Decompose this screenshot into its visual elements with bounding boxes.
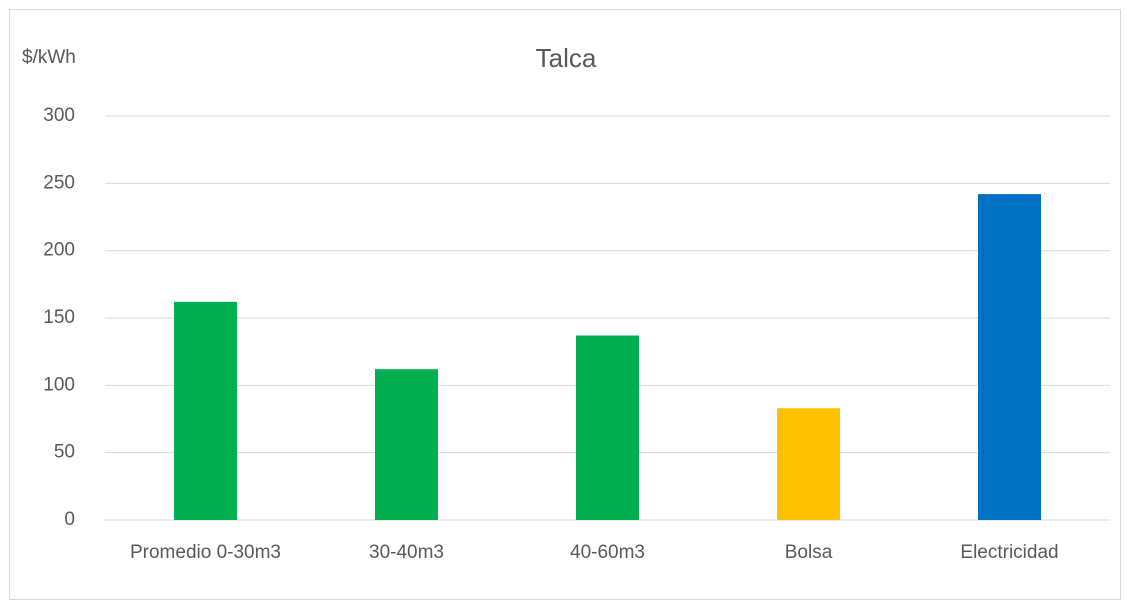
y-axis-label: $/kWh	[22, 47, 76, 68]
y-tick-label: 250	[43, 172, 75, 193]
y-tick-label: 300	[43, 105, 75, 126]
x-tick-label: Electricidad	[960, 542, 1058, 563]
x-tick-label: Promedio 0-30m3	[130, 542, 281, 563]
x-tick-label: 30-40m3	[369, 542, 444, 563]
chart-title: Talca	[536, 43, 597, 73]
y-tick-label: 150	[43, 307, 75, 328]
bar	[576, 335, 639, 520]
y-tick-label: 0	[64, 509, 75, 530]
y-tick-label: 50	[54, 442, 75, 463]
y-tick-label: 200	[43, 240, 75, 261]
y-tick-label: 100	[43, 374, 75, 395]
bar	[375, 369, 438, 520]
bar	[978, 194, 1041, 520]
x-tick-label: 40-60m3	[570, 542, 645, 563]
bar	[174, 301, 237, 520]
x-tick-label: Bolsa	[785, 542, 833, 563]
bar	[777, 408, 840, 520]
